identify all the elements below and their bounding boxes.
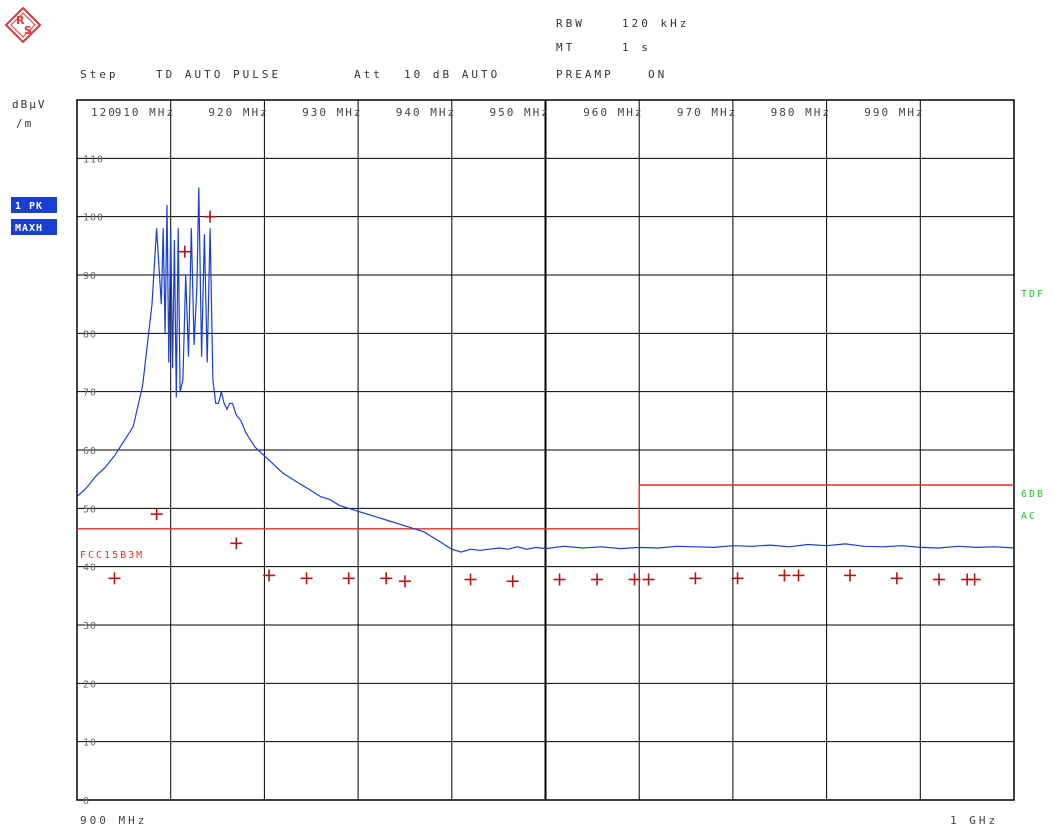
svg-text:S: S [24, 24, 32, 37]
x-tick-label: 990 MHz [864, 106, 924, 119]
right-side-labels: TDF 6DB AC [1021, 289, 1045, 522]
measurement-marker [398, 575, 411, 588]
y-tick-label: 110 [83, 154, 104, 165]
trace-badges: 1 PK MAXH [11, 197, 57, 235]
att-value: 10 dB AUTO [404, 68, 500, 81]
y-tick-label: 70 [83, 388, 97, 399]
x-tick-label: 940 MHz [396, 106, 456, 119]
detector-mode: TD AUTO PULSE [156, 68, 281, 81]
step-label: Step [80, 68, 119, 81]
6db-label: 6DB [1021, 489, 1045, 500]
rbw-label: RBW [556, 17, 585, 30]
x-tick-label: 950 MHz [490, 106, 550, 119]
x-tick-label: 930 MHz [302, 106, 362, 119]
tdf-label: TDF [1021, 289, 1045, 300]
measurement-marker [506, 575, 519, 588]
trace-1-pk-maxh [76, 187, 1015, 553]
measurement-marker [150, 508, 163, 521]
measurement-marker [890, 572, 903, 585]
measurement-marker [689, 572, 702, 585]
y-tick-label: 80 [83, 329, 97, 340]
x-tick-label: 920 MHz [208, 106, 268, 119]
mt-value: 1 s [622, 41, 651, 54]
measurement-marker [464, 573, 477, 586]
x-tick-label: 960 MHz [583, 106, 643, 119]
y-tick-label: 20 [83, 679, 97, 690]
trace-badge-label: 1 PK [15, 201, 43, 212]
measurement-marker [792, 569, 805, 582]
y-tick-label: 100 [83, 213, 104, 224]
y-tick-label: 30 [83, 621, 97, 632]
measurement-marker [844, 569, 857, 582]
measurement-marker [108, 572, 121, 585]
plot-grid [76, 99, 1015, 801]
measurement-marker [230, 537, 243, 550]
measurement-marker [178, 245, 191, 258]
trace-badge-label: MAXH [15, 223, 43, 234]
measurement-marker [204, 210, 217, 223]
settings-header: RBW 120 kHz MT 1 s Step TD AUTO PULSE At… [80, 17, 689, 81]
ac-label: AC [1021, 511, 1037, 522]
trace-badge-bg [11, 219, 57, 235]
limit-line-label: FCC15B3M [80, 550, 144, 561]
measurement-marker [628, 573, 641, 586]
rbw-value: 120 kHz [622, 17, 689, 30]
limit-line [77, 484, 1014, 530]
y-tick-label: 90 [83, 271, 97, 282]
measurement-marker [642, 573, 655, 586]
y-tick-label: 60 [83, 446, 97, 457]
measurement-marker [731, 572, 744, 585]
measurement-marker [968, 573, 981, 586]
y-tick-label: 10 [83, 738, 97, 749]
x-start-label: 900 MHz [80, 814, 147, 827]
y-tick-label: 0 [83, 796, 90, 807]
y-tick-label: 40 [83, 563, 97, 574]
measurement-marker [380, 572, 393, 585]
y-tick-labels: 0 10 20 30 40 50 60 70 80 90 100 110 [83, 154, 104, 807]
measurement-marker [300, 572, 313, 585]
x-tick-label: 980 MHz [771, 106, 831, 119]
measurement-marker [342, 572, 355, 585]
svg-text:R: R [16, 14, 25, 27]
y-axis-unit-line2: /m [16, 117, 33, 130]
measurement-marker [591, 573, 604, 586]
mt-label: MT [556, 41, 575, 54]
att-label: Att [354, 68, 383, 81]
preamp-label: PREAMP [556, 68, 614, 81]
measurement-marker [778, 569, 791, 582]
x-tick-label: 120 [91, 106, 117, 119]
marker-group [108, 210, 981, 588]
rohde-schwarz-logo: R S [4, 6, 42, 44]
y-axis-unit-line1: dBµV [12, 98, 47, 111]
measurement-marker [553, 573, 566, 586]
measurement-marker [933, 573, 946, 586]
x-tick-label: 970 MHz [677, 106, 737, 119]
measurement-marker [263, 569, 276, 582]
preamp-value: ON [648, 68, 667, 81]
trace-badge-bg [11, 197, 57, 213]
y-tick-label: 50 [83, 504, 97, 515]
x-stop-label: 1 GHz [950, 814, 998, 827]
x-tick-label: 910 MHz [115, 106, 175, 119]
